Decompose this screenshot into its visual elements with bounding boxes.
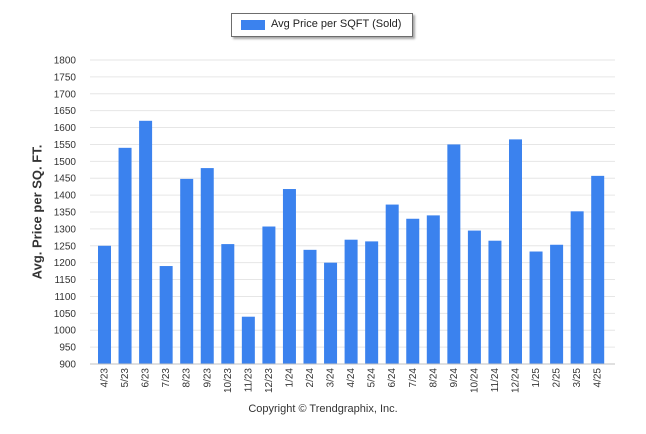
y-tick-label: 1150: [54, 275, 76, 286]
x-tick-label: 3/25: [572, 368, 583, 388]
x-tick-label: 11/24: [490, 368, 501, 393]
bar-5/23: [118, 147, 132, 364]
bar-2/24: [303, 249, 317, 364]
x-tick-label: 10/23: [223, 368, 234, 393]
y-tick-label: 1600: [54, 123, 77, 134]
x-tick-label: 4/23: [100, 368, 111, 388]
x-tick-label: 5/24: [367, 368, 378, 388]
y-tick-label: 900: [59, 360, 76, 371]
bar-6/24: [385, 204, 399, 364]
x-tick-label: 7/24: [408, 368, 419, 388]
legend-swatch: [241, 20, 265, 30]
x-tick-label: 6/23: [141, 368, 152, 388]
bar-12/23: [262, 226, 276, 364]
bar-9/24: [447, 144, 461, 364]
y-tick-label: 1000: [54, 326, 77, 337]
bar-8/24: [426, 215, 440, 364]
x-tick-label: 2/25: [552, 368, 563, 388]
bars: [98, 120, 605, 364]
legend-label: Avg Price per SQFT (Sold): [271, 18, 402, 30]
y-tick-label: 1050: [54, 309, 77, 320]
bar-11/24: [488, 240, 502, 364]
bar-6/23: [139, 120, 153, 364]
bar-9/23: [200, 168, 214, 364]
bar-10/23: [221, 244, 235, 364]
x-tick-label: 12/23: [264, 368, 275, 393]
x-tick-label: 1/25: [531, 368, 542, 388]
x-tick-label: 9/23: [202, 368, 213, 388]
y-tick-label: 1700: [54, 89, 77, 100]
bar-1/24: [282, 189, 296, 364]
y-tick-label: 1400: [54, 191, 77, 202]
bar-3/25: [570, 211, 584, 364]
bar-12/24: [509, 139, 522, 364]
y-tick-label: 1500: [54, 157, 77, 168]
x-tick-label: 10/24: [469, 368, 480, 393]
y-tick-label: 1750: [54, 72, 77, 83]
x-tick-label: 5/23: [120, 368, 131, 388]
x-axis-ticks: 4/23 5/23 6/23 7/23 8/23 9/23 10/23 11/23 12/23 1…: [100, 368, 604, 393]
y-tick-label: 950: [59, 343, 76, 354]
x-tick-label: 4/24: [346, 368, 357, 388]
bar-7/23: [159, 266, 173, 364]
x-tick-label: 4/25: [593, 368, 604, 388]
bar-4/25: [591, 175, 605, 364]
y-tick-label: 1800: [54, 56, 77, 67]
y-tick-label: 1450: [54, 174, 77, 185]
copyright-text: Copyright © Trendgraphix, Inc.: [248, 403, 398, 415]
y-axis-ticks: 900 950 1000 1050 1100 1150 1200 1250 1300 1350 14…: [54, 56, 77, 371]
bar-2/25: [550, 244, 564, 364]
x-tick-label: 7/23: [161, 368, 172, 388]
y-tick-label: 1550: [54, 140, 77, 151]
x-tick-label: 3/24: [326, 368, 337, 388]
bar-10/24: [467, 230, 481, 364]
gridlines: [90, 59, 615, 348]
y-axis-label: Avg. Price per SQ. FT.: [29, 144, 45, 280]
legend: Avg Price per SQFT (Sold): [231, 13, 413, 37]
x-tick-label: 11/23: [243, 368, 254, 393]
bar-4/24: [344, 239, 358, 364]
x-tick-label: 8/23: [182, 368, 193, 388]
y-tick-label: 1250: [54, 241, 77, 252]
bar-4/23: [98, 245, 111, 364]
y-tick-label: 1350: [54, 208, 77, 219]
bar-11/23: [241, 316, 255, 364]
bar-7/24: [406, 218, 420, 364]
y-tick-label: 1100: [54, 292, 76, 303]
bar-3/24: [324, 262, 338, 364]
x-tick-label: 6/24: [387, 368, 398, 388]
x-tick-label: 2/24: [305, 368, 316, 388]
y-tick-label: 1300: [54, 224, 77, 235]
y-tick-label: 1200: [54, 258, 77, 269]
x-tick-label: 8/24: [428, 368, 439, 388]
bar-5/24: [365, 241, 379, 364]
x-tick-label: 12/24: [511, 368, 522, 393]
x-tick-label: 1/24: [284, 368, 295, 388]
bar-1/25: [529, 251, 543, 364]
bar-8/23: [180, 178, 194, 364]
y-tick-label: 1650: [54, 106, 77, 117]
x-tick-label: 9/24: [449, 368, 460, 388]
